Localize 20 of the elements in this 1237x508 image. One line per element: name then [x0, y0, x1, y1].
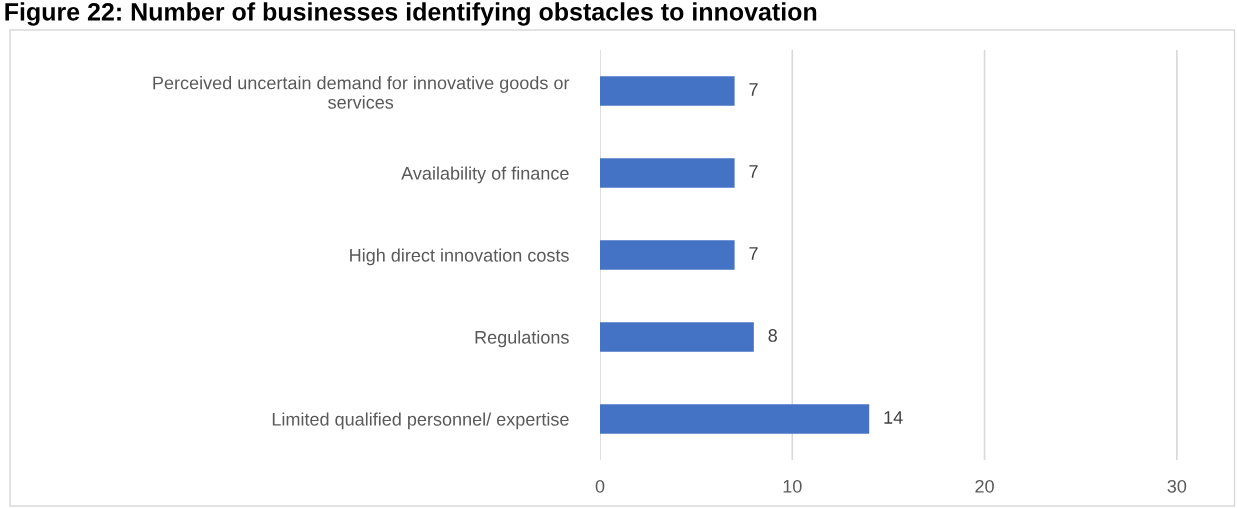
- data-label: 7: [749, 165, 758, 178]
- x-tick-label: 0: [595, 479, 605, 493]
- bar: [600, 240, 735, 270]
- y-tick-label: Availability of finance: [401, 166, 569, 184]
- bar: [600, 404, 870, 434]
- x-tick-label: 30: [1167, 479, 1187, 493]
- x-tick-label: 10: [783, 479, 802, 493]
- data-label: 7: [749, 83, 758, 96]
- chart-title: Figure 22: Number of businesses identifying obstacles to innovation: [5, 2, 817, 26]
- y-tick-label: Perceived uncertain demand for innovative goods or services: [153, 76, 570, 109]
- bar: [600, 322, 754, 352]
- x-tick-label: 20: [975, 479, 994, 493]
- bar: [600, 76, 735, 106]
- y-tick-label: Limited qualified personnel/ expertise: [272, 412, 569, 430]
- data-label: 14: [884, 411, 903, 424]
- y-tick-label: Regulations: [475, 330, 569, 348]
- y-tick-label: High direct innovation costs: [350, 248, 569, 266]
- data-label: 7: [749, 247, 758, 260]
- data-label: 8: [768, 329, 777, 342]
- bar: [600, 158, 735, 188]
